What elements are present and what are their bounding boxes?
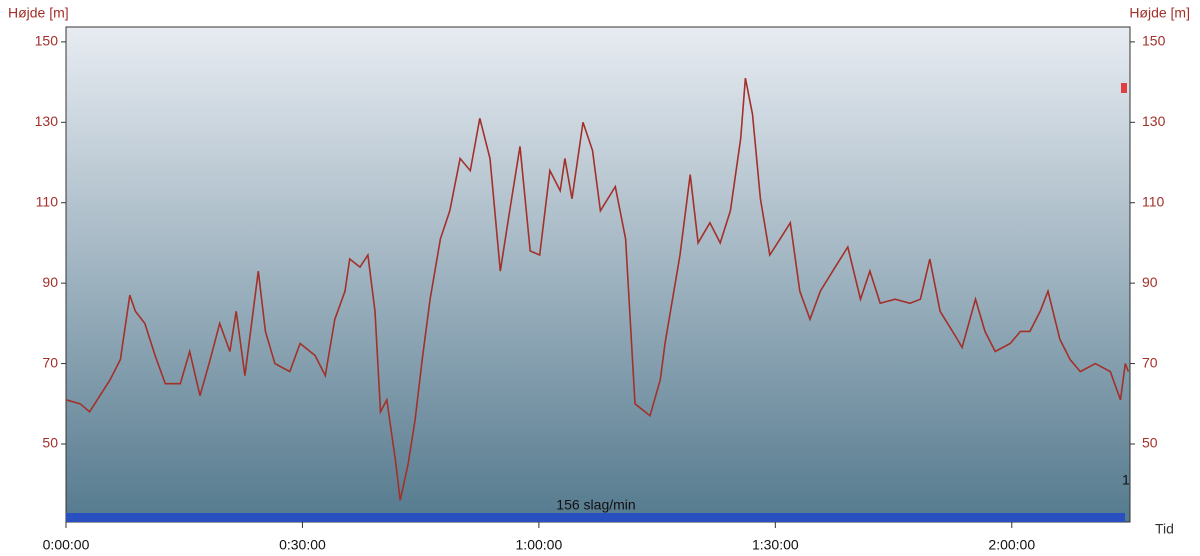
y2-tick-label: 90 [1142, 274, 1158, 290]
x-tick-label: 0:30:00 [279, 537, 326, 553]
y-tick-label: 70 [42, 354, 58, 370]
marker [1121, 83, 1127, 93]
elevation-line [65, 77, 1130, 501]
y-tick-label: 110 [36, 193, 59, 209]
plot-area [65, 26, 1131, 523]
corner-label: 1 [1122, 472, 1130, 488]
x-tick-label: 2:00:00 [988, 537, 1035, 553]
y-axis-label: Højde [m] [8, 5, 69, 21]
y-tick-label: 90 [42, 274, 58, 290]
y2-axis-label: Højde [m] [1129, 5, 1190, 21]
x-tick-label: 0:00:00 [43, 537, 90, 553]
y2-tick-label: 70 [1142, 354, 1158, 370]
x-axis-label: Tid [1155, 521, 1174, 537]
y2-tick-label: 50 [1142, 435, 1158, 451]
x-tick-label: 1:00:00 [516, 537, 563, 553]
x-tick-label: 1:30:00 [752, 537, 799, 553]
y2-tick-label: 110 [1142, 193, 1165, 209]
y-tick-label: 130 [35, 113, 59, 129]
y-tick-label: 50 [42, 435, 58, 451]
y-tick-label: 150 [35, 33, 59, 49]
y2-tick-label: 150 [1142, 33, 1166, 49]
annotation: 156 slag/min [556, 497, 635, 513]
heart-rate-band [66, 513, 1125, 522]
y2-tick-label: 130 [1142, 113, 1166, 129]
